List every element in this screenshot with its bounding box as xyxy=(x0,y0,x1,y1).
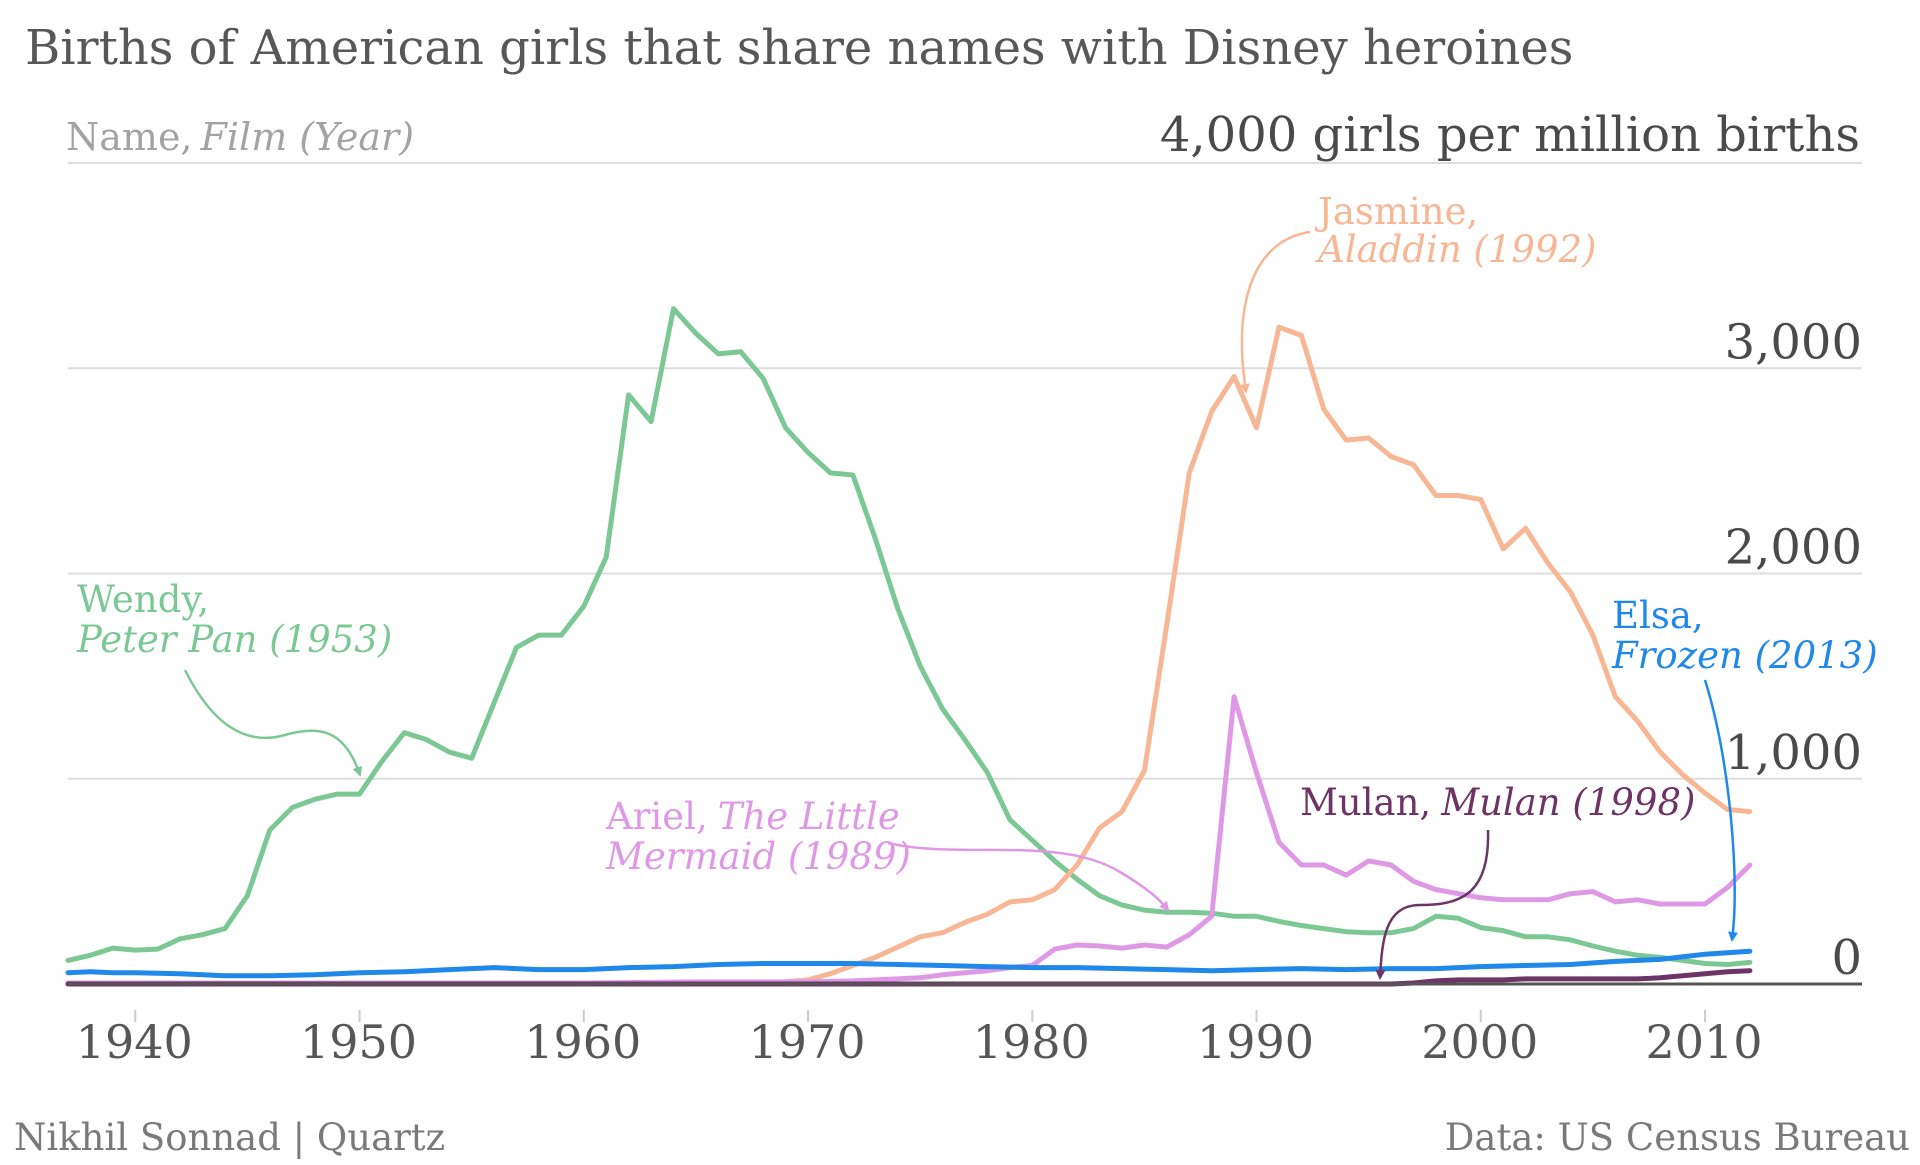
x-tick-label: 1950 xyxy=(300,1015,417,1069)
chart-title: Births of American girls that share name… xyxy=(25,20,1573,76)
annotation-mulan-label: Mulan, Mulan (1998) xyxy=(1300,781,1695,824)
annotation-wendy-name: Wendy, xyxy=(77,578,209,621)
y-tick-label: 1,000 xyxy=(1725,725,1862,781)
x-tick-label: 2010 xyxy=(1645,1015,1762,1069)
annotation-jasmine-name: Jasmine, xyxy=(1314,190,1478,233)
annotation-elsa-name: Elsa, xyxy=(1612,594,1704,637)
series-line-elsa xyxy=(65,948,1753,979)
legend-key-name: Name, xyxy=(66,115,193,159)
annotation-wendy-arrow xyxy=(183,669,363,777)
data-source: Data: US Census Bureau xyxy=(1445,1116,1910,1159)
annotation-wendy-film: Peter Pan (1953) xyxy=(76,618,392,661)
annotation-jasmine-film: Aladdin (1992) xyxy=(1315,228,1596,271)
x-tick-label: 2000 xyxy=(1421,1015,1538,1069)
x-tick-label: 1980 xyxy=(973,1015,1090,1069)
annotation-elsa-film: Frozen (2013) xyxy=(1611,634,1878,677)
x-tick-label: 1960 xyxy=(524,1015,641,1069)
annotation-mulan-film: Mulan (1998) xyxy=(1440,781,1695,824)
x-axis-ticks: 1940 1950 1960 1970 1980 1990 2000 2010 xyxy=(76,1010,1763,1069)
annotation-elsa-arrow xyxy=(1703,679,1739,942)
y-tick-label: 2,000 xyxy=(1725,520,1862,576)
y-tick-label: 3,000 xyxy=(1725,314,1862,370)
series-line-mulan xyxy=(65,968,1753,987)
series-line-wendy xyxy=(65,306,1753,967)
annotation-ariel-arrow xyxy=(887,841,1170,912)
annotation-ariel-film-line2: Mermaid (1989) xyxy=(605,835,911,878)
series-lines xyxy=(65,306,1862,987)
annotation-ariel-film-line1: The Little xyxy=(718,795,900,838)
annotation-jasmine-arrow xyxy=(1239,230,1311,394)
byline: Nikhil Sonnad | Quartz xyxy=(14,1116,445,1159)
legend-key: Name, Film (Year) xyxy=(66,115,414,159)
annotation-ariel-label-line1: Ariel, The Little xyxy=(605,795,900,838)
x-tick-label: 1940 xyxy=(76,1015,193,1069)
annotation-mulan-arrow xyxy=(1375,829,1490,980)
legend-key-film: Film (Year) xyxy=(200,115,415,159)
annotation-mulan-name: Mulan, xyxy=(1300,781,1431,824)
y-axis-ticks: 0 1,000 2,000 3,000 xyxy=(1725,314,1862,986)
x-tick-label: 1970 xyxy=(748,1015,865,1069)
y-unit-label: 4,000 girls per million births xyxy=(1160,107,1860,163)
annotation-wendy: Wendy, Peter Pan (1953) xyxy=(76,578,392,777)
x-tick-label: 1990 xyxy=(1197,1015,1314,1069)
annotation-mulan: Mulan, Mulan (1998) xyxy=(1300,781,1695,980)
series-line-ariel xyxy=(65,694,1753,986)
annotation-ariel-name: Ariel, xyxy=(605,795,708,838)
annotation-elsa: Elsa, Frozen (2013) xyxy=(1611,594,1878,942)
annotation-jasmine: Jasmine, Aladdin (1992) xyxy=(1239,190,1596,394)
annotation-ariel: Ariel, The Little Mermaid (1989) xyxy=(605,795,1170,912)
y-tick-label: 0 xyxy=(1831,930,1862,986)
